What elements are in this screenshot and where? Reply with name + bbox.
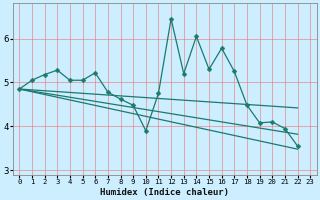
- X-axis label: Humidex (Indice chaleur): Humidex (Indice chaleur): [100, 188, 229, 197]
